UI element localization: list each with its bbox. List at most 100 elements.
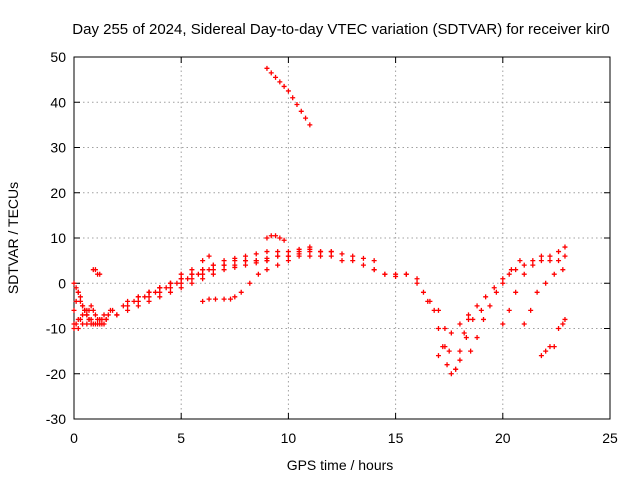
data-point	[307, 246, 313, 252]
data-point	[528, 307, 534, 313]
data-point	[135, 303, 141, 309]
series-s4	[71, 321, 90, 331]
data-point	[551, 271, 557, 277]
data-point	[403, 271, 409, 277]
data-point	[414, 280, 420, 286]
data-point	[146, 294, 152, 300]
data-point	[200, 271, 206, 277]
data-point	[206, 253, 212, 259]
data-point	[425, 298, 431, 304]
data-point	[80, 321, 86, 327]
data-point	[247, 280, 253, 286]
data-point	[513, 267, 519, 273]
data-point	[125, 307, 131, 313]
data-point	[303, 115, 309, 121]
data-point	[448, 371, 454, 377]
data-point	[82, 307, 88, 313]
data-point	[281, 83, 287, 89]
x-tick-label: 25	[602, 430, 618, 446]
data-point	[243, 258, 249, 264]
data-point	[465, 316, 471, 322]
y-tick-label: -20	[46, 366, 66, 382]
data-point	[285, 258, 291, 264]
data-point	[435, 307, 441, 313]
data-point	[90, 307, 96, 313]
data-point	[71, 307, 77, 313]
data-point	[200, 258, 206, 264]
data-point	[200, 298, 206, 304]
data-point	[318, 253, 324, 259]
data-point	[114, 312, 120, 318]
data-point	[99, 316, 105, 322]
data-point	[189, 280, 195, 286]
data-point	[556, 326, 562, 331]
y-axis-label: SDTVAR / TECUs	[5, 182, 21, 294]
data-point	[350, 258, 356, 264]
data-point	[80, 303, 86, 309]
data-point	[189, 267, 195, 273]
data-point	[135, 298, 141, 304]
data-point	[206, 267, 212, 273]
chart-title: Day 255 of 2024, Sidereal Day-to-day VTE…	[72, 21, 609, 38]
data-point	[508, 267, 514, 273]
series-s6	[103, 258, 270, 322]
data-point	[178, 271, 184, 277]
x-tick-label: 0	[70, 430, 78, 446]
data-point	[84, 312, 90, 318]
grid-lines	[74, 57, 610, 419]
data-point	[92, 312, 98, 318]
data-point	[255, 271, 261, 277]
data-point	[125, 298, 131, 304]
series-s17	[435, 258, 523, 359]
data-point	[382, 271, 388, 277]
data-point	[318, 249, 324, 255]
y-tick-label: 30	[50, 140, 66, 156]
data-point	[517, 258, 523, 264]
data-point	[92, 267, 98, 273]
data-point	[457, 348, 463, 354]
data-point	[420, 289, 426, 295]
data-point	[481, 316, 487, 322]
data-point	[101, 312, 107, 318]
data-point	[110, 307, 116, 313]
data-point	[221, 296, 227, 302]
data-point	[135, 294, 141, 300]
data-point	[457, 321, 463, 327]
data-point	[206, 296, 212, 302]
series-s2	[71, 303, 113, 327]
data-point	[530, 262, 536, 268]
data-point	[534, 289, 540, 295]
data-point	[474, 335, 480, 341]
data-point	[232, 294, 238, 300]
data-point	[84, 321, 90, 327]
data-point	[453, 366, 459, 372]
data-point	[75, 326, 81, 331]
data-point	[228, 296, 234, 302]
data-point	[167, 289, 173, 295]
data-point	[213, 296, 219, 302]
data-point	[189, 276, 195, 282]
data-point	[73, 298, 79, 304]
data-point	[131, 298, 137, 304]
data-point	[264, 249, 270, 255]
data-point	[556, 249, 562, 255]
data-point	[80, 312, 86, 318]
data-point	[73, 321, 79, 327]
y-tick-label: 50	[50, 49, 66, 65]
data-point	[146, 289, 152, 295]
data-point	[547, 344, 553, 350]
x-axis-label: GPS time / hours	[287, 457, 394, 473]
data-point	[253, 258, 259, 264]
data-point	[101, 321, 107, 327]
data-point	[200, 267, 206, 273]
data-point	[86, 307, 92, 313]
data-point	[210, 267, 216, 273]
data-point	[487, 303, 493, 309]
data-point	[538, 353, 544, 359]
data-point	[277, 79, 283, 85]
data-point	[290, 95, 296, 101]
data-point	[463, 335, 469, 341]
data-point	[77, 316, 83, 322]
data-point	[448, 330, 454, 336]
data-point	[465, 312, 471, 318]
